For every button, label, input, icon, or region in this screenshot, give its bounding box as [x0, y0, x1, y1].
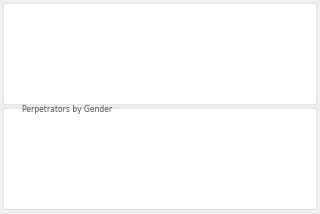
Bar — [125, 81, 140, 96]
Y-axis label: Count of Number Of Cases: Count of Number Of Cases — [20, 26, 24, 81]
Bar — [40, 20, 55, 96]
Legend: Airport, Military, Other, religious, School, Workplace: Airport, Military, Other, religious, Sch… — [216, 9, 244, 45]
Bar — [96, 58, 112, 96]
Title: Gender: Gender — [67, 111, 86, 116]
Bar — [181, 94, 197, 96]
Bar — [68, 20, 84, 96]
Y-axis label: Number Of Cases: Number Of Cases — [14, 138, 19, 174]
Bar — [153, 85, 169, 96]
Text: Perpetrators by Gender: Perpetrators by Gender — [22, 105, 113, 114]
